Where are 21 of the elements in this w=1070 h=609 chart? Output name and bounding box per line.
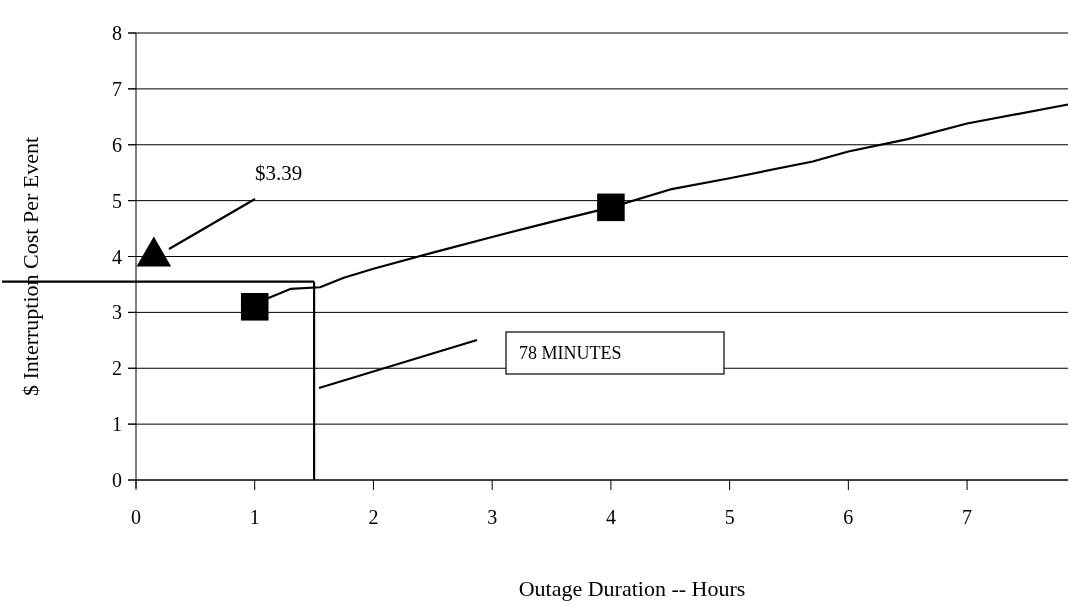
y-tick-label: 8 — [112, 22, 122, 44]
x-tick-label: 1 — [249, 506, 260, 528]
y-tick-label: 7 — [112, 77, 122, 100]
x-tick-label: 6 — [843, 506, 854, 528]
y-tick-label: 4 — [112, 245, 122, 268]
y-axis-title: $ Interruption Cost Per Event — [18, 136, 43, 397]
x-tick-label: 4 — [605, 506, 616, 528]
y-tick-label: 6 — [112, 133, 122, 156]
x-tick-label: 3 — [487, 506, 498, 528]
x-tick-label: 5 — [724, 506, 735, 528]
y-tick-label: 5 — [112, 189, 122, 212]
x-tick-label: 0 — [131, 506, 141, 528]
annotation: $3.39 — [255, 161, 303, 185]
y-tick-label: 0 — [112, 469, 122, 491]
x-tick-label: 7 — [962, 506, 973, 528]
x-axis-title: Outage Duration -- Hours — [518, 576, 746, 601]
annotation: 78 MINUTES — [519, 343, 622, 363]
y-tick-label: 3 — [112, 301, 122, 324]
x-tick-label: 2 — [368, 506, 379, 528]
y-tick-label: 2 — [112, 357, 122, 380]
y-tick-label: 1 — [112, 413, 122, 436]
